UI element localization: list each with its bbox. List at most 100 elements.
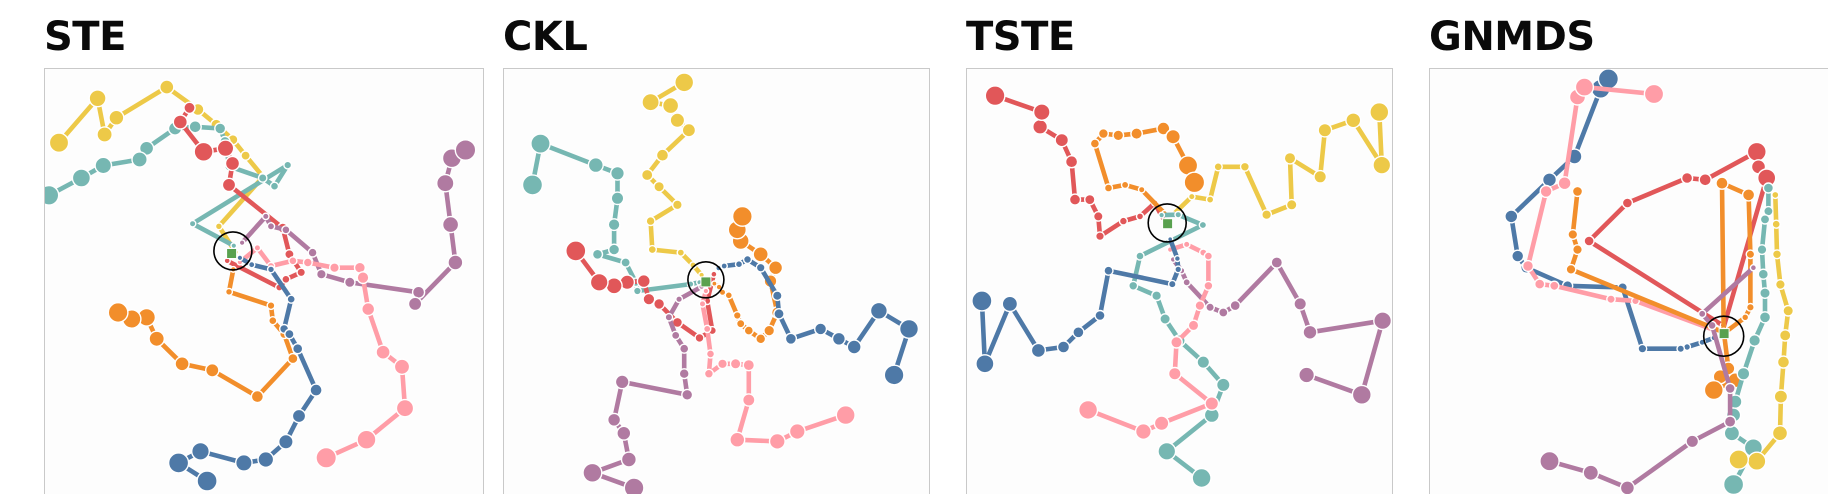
trajectory-point-blue <box>1056 340 1071 354</box>
trajectory-point-yellow <box>1213 162 1223 172</box>
trajectory-point-pink <box>835 405 856 426</box>
trajectory-point-pink <box>788 423 806 441</box>
trajectory-point-purple <box>1749 264 1758 272</box>
trajectory-point-yellow <box>48 132 70 154</box>
trajectory-point-purple <box>678 343 690 355</box>
trajectory-point-purple <box>681 388 694 402</box>
plot-area-ste <box>44 68 484 494</box>
trajectory-point-purple <box>614 374 630 390</box>
trajectory-point-purple <box>1685 434 1700 449</box>
trajectory-point-blue <box>234 454 253 472</box>
trajectory-point-red <box>642 292 656 306</box>
trajectory-point-pink <box>1194 300 1206 312</box>
trajectory-point-purple <box>1697 309 1707 319</box>
trajectory-point-blue <box>1597 69 1620 90</box>
trajectory-point-red <box>221 177 237 193</box>
trajectory-point-purple <box>411 285 426 300</box>
trajectory-point-orange <box>731 206 753 228</box>
trajectory-point-orange <box>1703 380 1724 401</box>
trajectory-point-purple <box>1182 278 1191 287</box>
trajectory-point-yellow <box>1776 355 1791 369</box>
trajectory-point-pink <box>1187 319 1200 332</box>
panel-title-ckl: CKL <box>503 14 588 60</box>
trajectory-point-red <box>1068 193 1082 206</box>
trajectory-point-blue <box>883 364 905 386</box>
trajectory-point-orange <box>768 260 784 276</box>
trajectory-point-pink <box>768 433 786 451</box>
trajectory-point-orange <box>1715 176 1729 191</box>
origin-annotation-circle <box>687 261 725 299</box>
trajectory-point-teal <box>214 122 227 135</box>
trajectory-point-yellow <box>88 89 107 108</box>
origin-annotation-circle <box>1702 315 1745 358</box>
trajectory-point-yellow <box>1771 219 1781 230</box>
trajectory-point-blue <box>1103 265 1114 277</box>
trajectory-point-teal <box>530 133 551 155</box>
trajectory-point-red <box>1583 235 1595 247</box>
trajectory-point-red <box>193 141 214 163</box>
trajectory-point-pink <box>1203 251 1214 261</box>
trajectory-point-orange <box>204 363 220 378</box>
trajectory-point-purple <box>307 247 318 258</box>
trajectory-point-teal <box>521 174 544 196</box>
trajectory-point-yellow <box>1774 279 1786 291</box>
trajectory-point-orange <box>1745 302 1755 312</box>
trajectory-point-pink <box>329 262 341 274</box>
trajectory-point-yellow <box>1771 249 1783 260</box>
trajectory-point-yellow <box>653 180 666 193</box>
trajectory-line-red <box>1586 149 1770 331</box>
trajectory-point-yellow <box>1728 449 1750 470</box>
trajectory-point-blue <box>720 262 728 270</box>
trajectory-point-red <box>1135 212 1145 221</box>
trajectory-point-pink <box>1204 396 1220 412</box>
trajectory-point-pink <box>1549 280 1560 292</box>
trajectory-point-red <box>224 155 241 172</box>
trajectory-point-yellow <box>1372 155 1392 175</box>
trajectory-plot-gnmds <box>1504 69 1795 494</box>
trajectory-point-orange <box>1571 244 1583 256</box>
trajectory-point-pink <box>1539 184 1553 199</box>
trajectory-point-yellow <box>681 123 697 138</box>
trajectory-point-pink <box>742 358 756 372</box>
trajectory-point-yellow <box>1771 425 1789 442</box>
trajectory-point-pink <box>729 431 746 448</box>
trajectory-point-red <box>984 85 1006 107</box>
trajectory-point-teal <box>1748 334 1762 348</box>
trajectory-point-red <box>653 297 666 311</box>
plot-area-tste <box>966 68 1393 494</box>
trajectory-plot-tste <box>971 85 1392 489</box>
trajectory-point-purple <box>407 296 423 312</box>
trajectory-point-blue <box>1504 209 1519 224</box>
trajectory-plot-ckl <box>521 72 920 494</box>
trajectory-point-blue <box>284 328 295 340</box>
trajectory-point-teal <box>620 257 631 268</box>
panel-title-gnmds: GNMDS <box>1429 14 1595 60</box>
trajectory-point-yellow <box>1261 209 1273 221</box>
trajectory-point-pink <box>698 300 707 308</box>
trajectory-point-yellow <box>671 199 683 211</box>
trajectory-point-blue <box>898 318 920 340</box>
trajectory-point-yellow <box>1747 451 1767 472</box>
trajectory-point-orange <box>711 280 718 288</box>
trajectory-point-purple <box>1619 480 1636 494</box>
trajectory-point-pink <box>1134 423 1152 441</box>
trajectory-point-teal <box>1762 182 1775 194</box>
trajectory-point-teal <box>607 218 621 232</box>
trajectory-point-orange <box>224 287 234 297</box>
trajectory-point-purple <box>1302 324 1318 341</box>
trajectory-point-teal <box>94 156 113 175</box>
trajectory-point-teal <box>1759 214 1771 225</box>
trajectory-point-pink <box>1153 415 1170 432</box>
trajectory-point-red <box>710 270 718 279</box>
trajectory-point-red <box>296 267 307 278</box>
trajectory-point-teal <box>1757 268 1769 281</box>
origin-annotation-circle <box>213 231 253 271</box>
trajectory-point-red <box>1680 171 1694 185</box>
trajectory-line-purple <box>590 284 704 491</box>
trajectory-point-yellow <box>1778 329 1792 342</box>
trajectory-point-purple <box>1707 320 1717 331</box>
trajectory-point-blue <box>1637 343 1648 354</box>
trajectory-point-purple <box>670 330 681 341</box>
trajectory-point-teal <box>230 242 238 250</box>
trajectory-point-pink <box>1077 399 1099 421</box>
